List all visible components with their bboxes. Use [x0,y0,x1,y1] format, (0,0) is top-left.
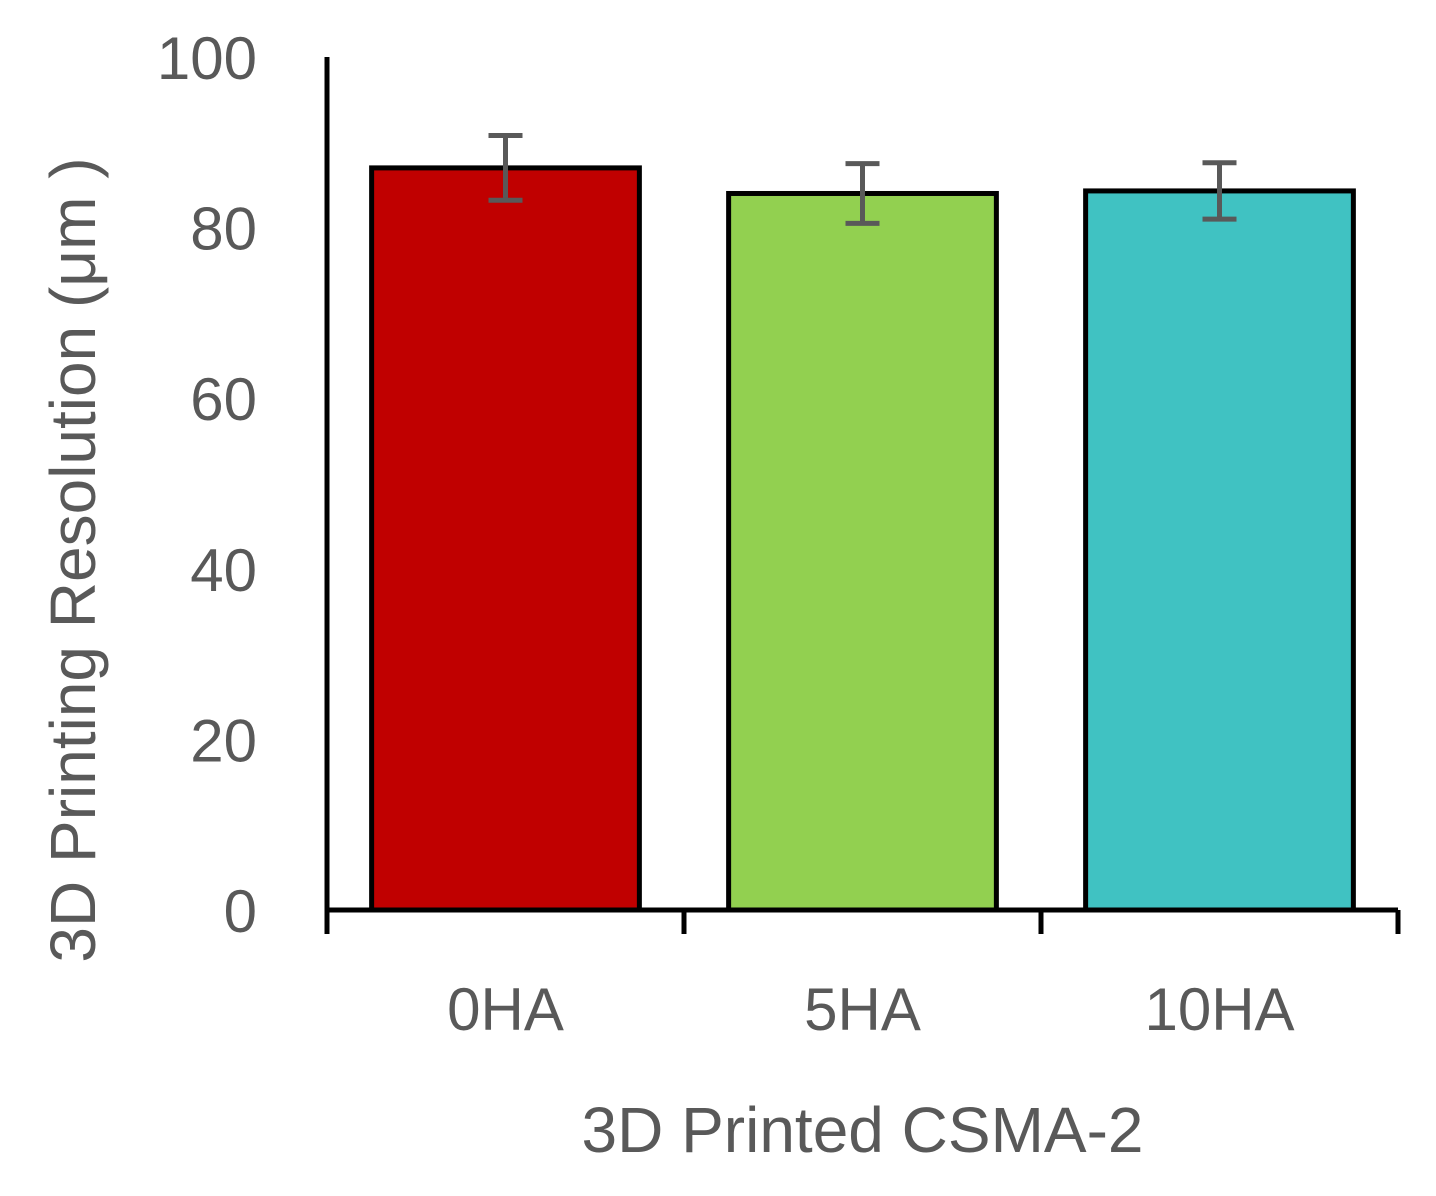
error-bars [488,132,1237,226]
y-tick-label: 0 [224,878,257,945]
error-bar-5ha [845,161,880,226]
x-axis-labels: 0HA 5HA 10HA [447,976,1294,1043]
y-tick-label: 20 [190,707,257,774]
bars [369,165,1356,913]
bar-10ha [1083,188,1356,913]
y-tick-label: 100 [157,25,257,92]
x-tick-label: 0HA [447,976,564,1043]
x-axis-ticks [324,910,1401,934]
y-axis-title: 3D Printing Resolution (μm ) [37,157,109,962]
y-axis-ticks: 0 20 40 60 80 100 [157,25,257,945]
x-tick-label: 10HA [1144,976,1294,1043]
y-tick-label: 40 [190,537,257,604]
error-bar-10ha [1202,160,1237,222]
error-bar-0ha [488,132,523,203]
bar-0ha [369,165,642,913]
y-tick-label: 80 [190,196,257,263]
x-tick-label: 5HA [804,976,921,1043]
y-tick-label: 60 [190,366,257,433]
bar-5ha [726,190,999,913]
x-axis-title: 3D Printed CSMA-2 [582,1094,1144,1166]
